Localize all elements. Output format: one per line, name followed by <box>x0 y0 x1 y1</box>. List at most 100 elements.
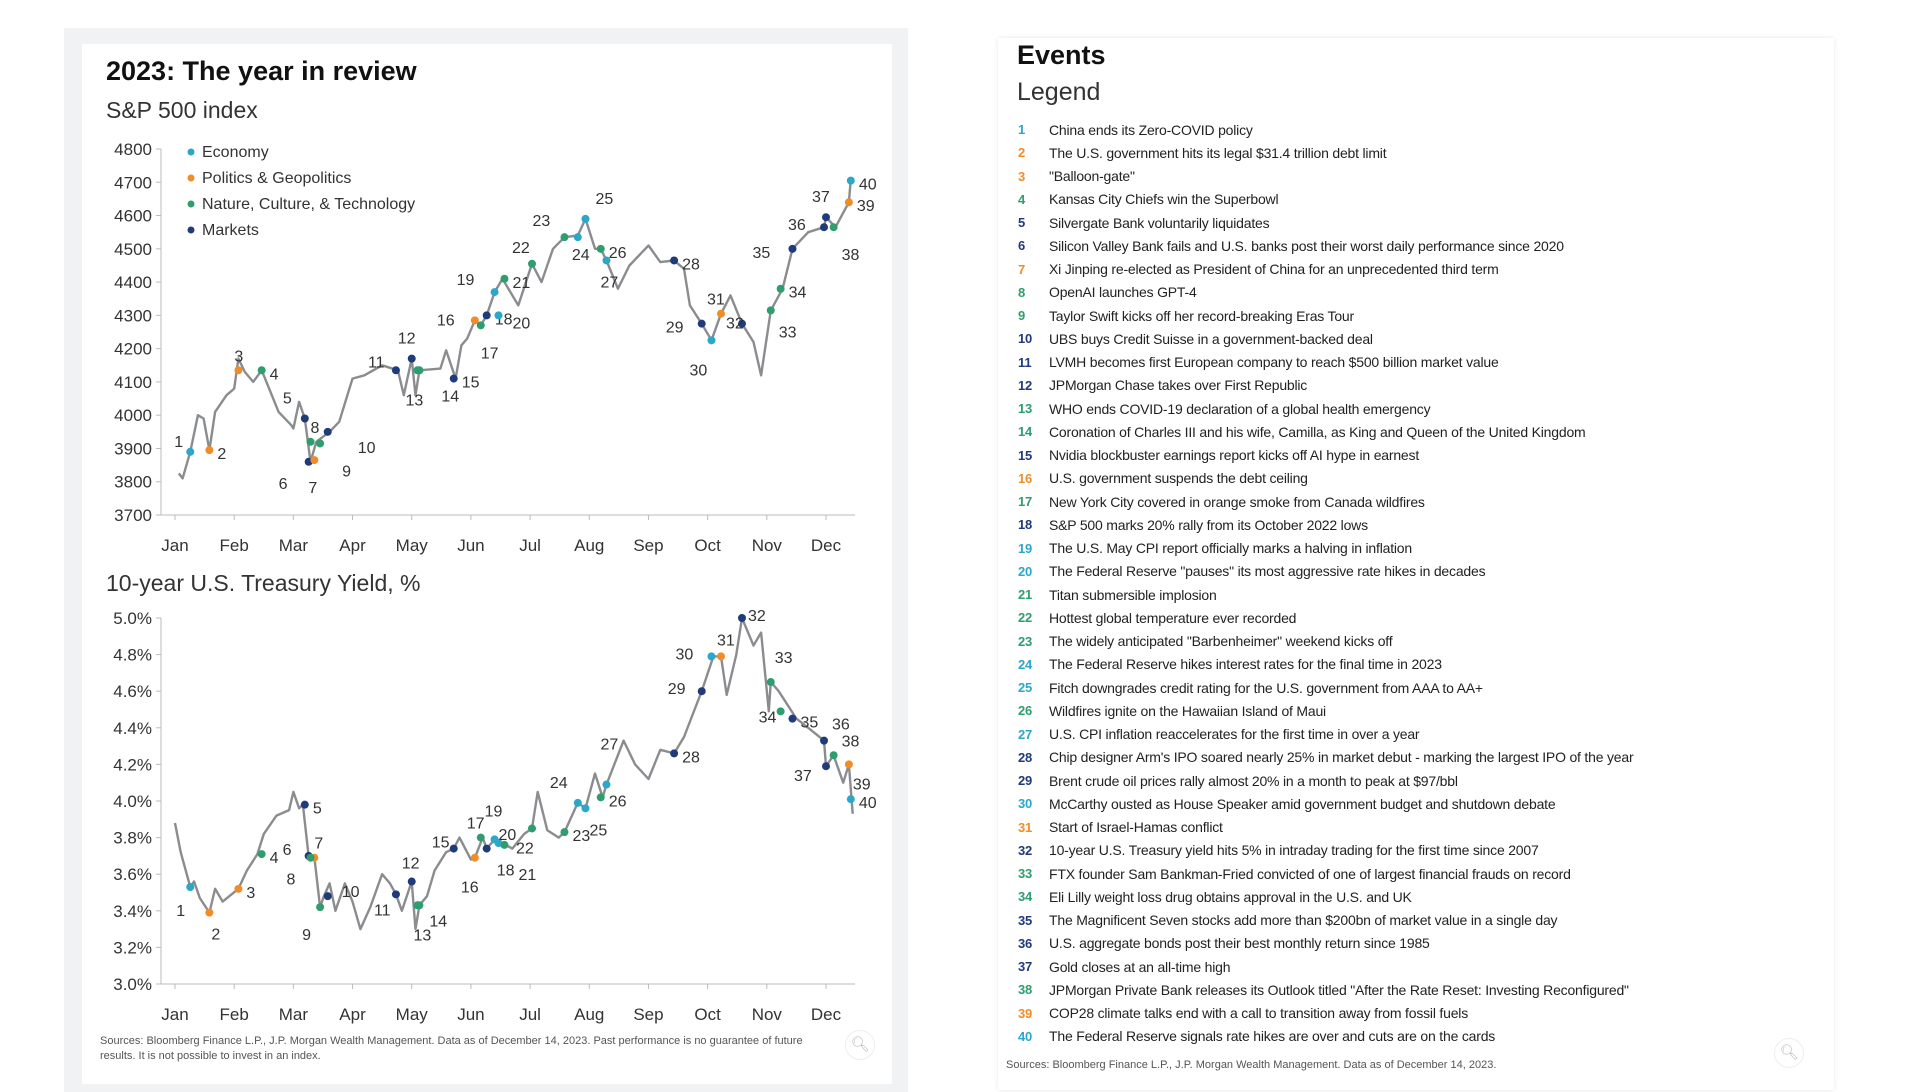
sp500-chart-title: S&P 500 index <box>106 97 258 123</box>
x-tick-label: Apr <box>339 536 366 555</box>
event-marker <box>602 256 611 265</box>
x-tick-label: May <box>396 536 429 555</box>
event-label: 20 <box>513 315 531 332</box>
event-label: 8 <box>287 872 296 889</box>
event-marker <box>766 678 775 687</box>
event-number: 21 <box>1018 587 1033 603</box>
event-text: Kansas City Chiefs win the Superbowl <box>1049 191 1279 208</box>
right-footnote: Sources: Bloomberg Finance L.P., J.P. Mo… <box>1006 1059 1497 1071</box>
event-marker <box>776 707 785 716</box>
event-label: 27 <box>600 737 618 754</box>
event-list-item: 20 The Federal Reserve "pauses" its most … <box>1018 560 1633 583</box>
treasury-chart-title: 10-year U.S. Treasury Yield, % <box>106 570 421 596</box>
event-marker <box>844 760 853 769</box>
event-number: 39 <box>1018 1005 1033 1021</box>
event-text: JPMorgan Private Bank releases its Outlo… <box>1049 981 1629 998</box>
event-marker <box>738 614 746 622</box>
event-number: 25 <box>1018 680 1033 696</box>
legend-marker <box>187 174 195 182</box>
event-label: 3 <box>234 348 243 365</box>
x-tick-label: May <box>396 1005 429 1024</box>
y-tick-label: 3.6% <box>113 865 152 884</box>
event-number: 13 <box>1018 401 1033 417</box>
y-tick-label: 4700 <box>114 173 152 192</box>
event-label: 25 <box>595 191 613 208</box>
event-label: 36 <box>832 717 850 734</box>
event-number: 35 <box>1018 912 1033 928</box>
event-marker <box>257 850 266 859</box>
x-tick-label: Dec <box>811 536 842 555</box>
event-list-item: 8 OpenAI launches GPT-4 <box>1018 281 1633 304</box>
event-number: 37 <box>1018 959 1033 975</box>
y-tick-label: 4.8% <box>113 646 152 665</box>
y-tick-label: 3.0% <box>113 975 152 994</box>
x-tick-label: Apr <box>339 1005 366 1024</box>
x-tick-label: Nov <box>752 536 783 555</box>
event-label: 26 <box>609 245 627 262</box>
event-label: 36 <box>788 217 806 234</box>
event-label: 4 <box>270 366 279 383</box>
event-text: U.S. government suspends the debt ceilin… <box>1049 470 1308 487</box>
event-marker <box>234 366 243 375</box>
event-marker <box>407 354 416 363</box>
event-text: Xi Jinping re-elected as President of Ch… <box>1049 261 1499 278</box>
event-label: 31 <box>707 292 725 309</box>
event-list-item: 25 Fitch downgrades credit rating for the… <box>1018 676 1633 699</box>
event-text: Silicon Valley Bank fails and U.S. banks… <box>1049 237 1564 254</box>
x-tick-label: Nov <box>752 1005 783 1024</box>
event-number: 5 <box>1018 215 1026 231</box>
event-marker <box>596 793 605 802</box>
event-marker <box>560 828 569 837</box>
event-label: 35 <box>800 715 818 732</box>
y-tick-label: 3.2% <box>113 938 152 957</box>
event-marker <box>306 437 315 446</box>
event-list-item: 34 Eli Lilly weight loss drug obtains app… <box>1018 885 1633 908</box>
event-number: 14 <box>1018 424 1033 440</box>
event-list-item: 40 The Federal Reserve signals rate hikes… <box>1018 1025 1633 1048</box>
event-list-item: 3 "Balloon-gate" <box>1018 165 1633 188</box>
event-label: 3 <box>246 885 255 902</box>
event-label: 32 <box>726 316 744 333</box>
event-marker <box>717 309 725 318</box>
event-number: 26 <box>1018 703 1033 719</box>
event-list-item: 17 New York City covered in orange smoke … <box>1018 490 1633 513</box>
event-label: 1 <box>174 434 183 451</box>
event-marker <box>829 751 838 760</box>
event-number: 29 <box>1018 773 1033 789</box>
event-marker <box>316 903 325 912</box>
event-list-item: 22 Hottest global temperature ever record… <box>1018 606 1633 629</box>
y-tick-label: 4300 <box>114 306 152 325</box>
magnifier-icon[interactable]: 🔍︎ <box>1774 1038 1804 1068</box>
event-label: 31 <box>717 632 735 649</box>
event-marker <box>581 214 590 223</box>
y-tick-label: 4400 <box>114 273 152 292</box>
event-text: 10-year U.S. Treasury yield hits 5% in i… <box>1049 842 1539 859</box>
event-marker <box>257 366 266 375</box>
event-marker <box>697 687 706 696</box>
magnifier-icon[interactable]: 🔍︎ <box>845 1030 875 1060</box>
event-list-item: 38 JPMorgan Private Bank releases its Out… <box>1018 978 1633 1001</box>
event-label: 12 <box>402 856 420 873</box>
event-label: 9 <box>342 463 351 480</box>
event-list-item: 12 JPMorgan Chase takes over First Republ… <box>1018 374 1633 397</box>
event-number: 24 <box>1018 656 1033 672</box>
event-marker <box>415 901 424 910</box>
event-list-item: 21 Titan submersible implosion <box>1018 583 1633 606</box>
event-number: 22 <box>1018 610 1033 626</box>
y-tick-label: 4.4% <box>113 719 152 738</box>
y-tick-label: 4800 <box>114 140 152 159</box>
event-number: 30 <box>1018 796 1033 812</box>
event-marker <box>717 652 725 661</box>
y-tick-label: 4.0% <box>113 792 152 811</box>
event-label: 2 <box>211 927 220 944</box>
event-marker <box>391 366 400 375</box>
events-list: 1 China ends its Zero-COVID policy 2 The U.… <box>1018 118 1634 1048</box>
event-list-item: 29 Brent crude oil prices rally almost 20… <box>1018 769 1633 792</box>
event-marker <box>846 176 855 185</box>
event-text: JPMorgan Chase takes over First Republic <box>1049 377 1308 394</box>
event-list-item: 6 Silicon Valley Bank fails and U.S. bank… <box>1018 234 1633 257</box>
event-marker <box>476 321 485 330</box>
x-tick-label: Aug <box>574 536 604 555</box>
event-marker <box>707 652 716 661</box>
event-label: 16 <box>461 880 479 897</box>
